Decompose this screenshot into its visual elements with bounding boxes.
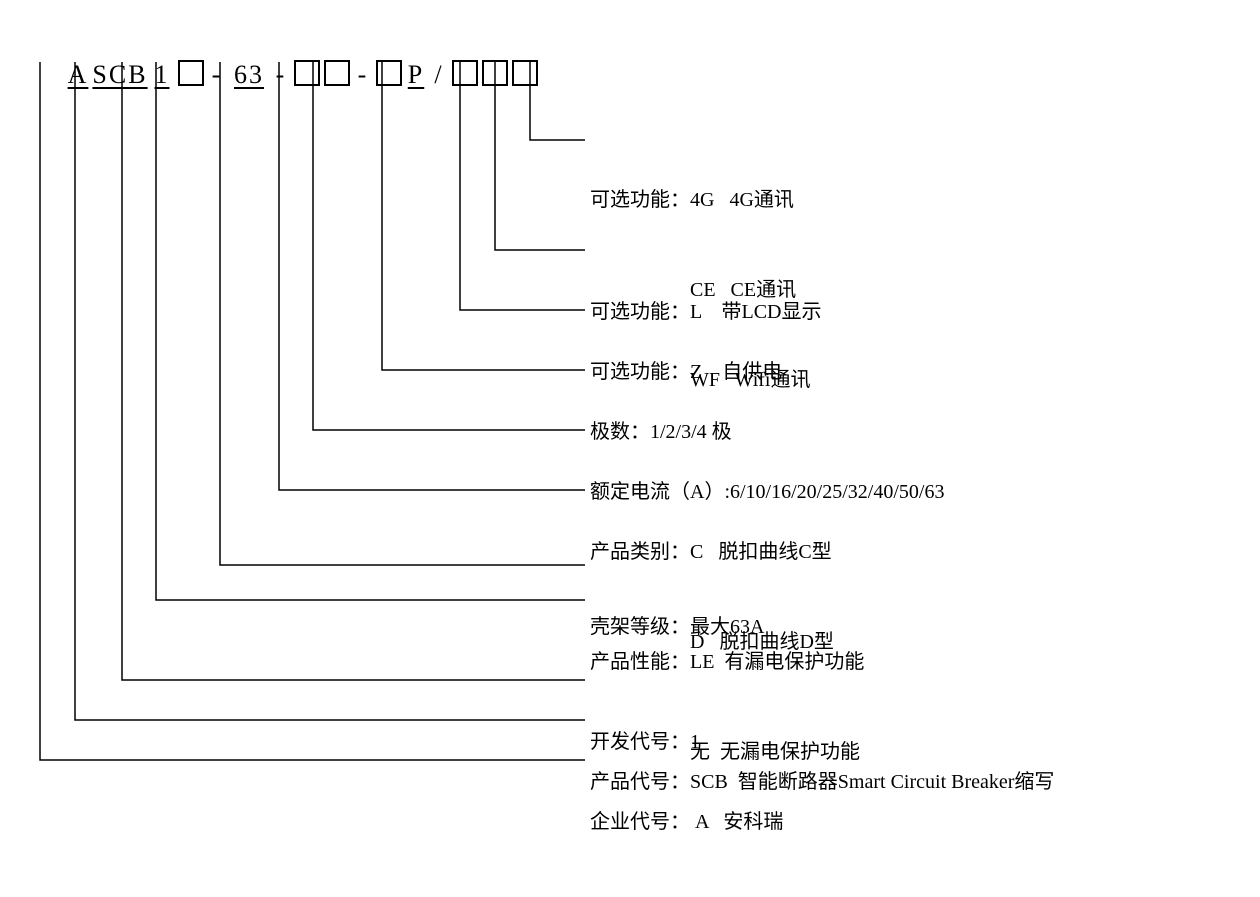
desc-company-code-line0: A 安科瑞 [690, 811, 783, 833]
desc-company-code-label: 企业代号： [590, 811, 690, 833]
desc-optional-comm-label: 可选功能： [590, 189, 690, 211]
desc-optional-comm-line0: 4G 4G通讯 [690, 189, 794, 211]
desc-product-performance-line0: LE 有漏电保护功能 [690, 651, 864, 673]
desc-company-code: 企业代号： A 安科瑞 [590, 747, 783, 897]
